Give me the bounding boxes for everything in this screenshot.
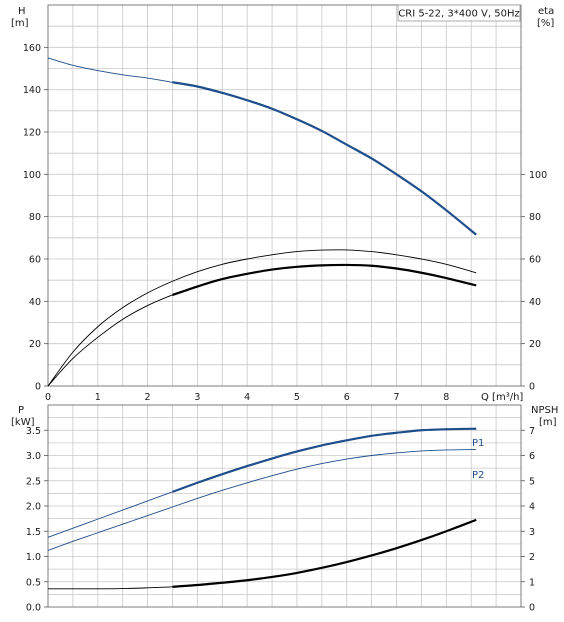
- flow-tick-label: 5: [294, 392, 300, 403]
- eta-axis-unit: [%]: [537, 18, 554, 29]
- npsh-axis-unit: [m]: [539, 417, 557, 428]
- title-box: [397, 4, 521, 22]
- flow-tick-label: 2: [145, 392, 151, 403]
- flow-axis-label: Q [m³/h]: [481, 392, 523, 403]
- power-npsh-left-tick-label: 0.5: [26, 577, 41, 588]
- head-efficiency-left-tick-label: 40: [29, 297, 41, 308]
- power-npsh-series-2-operating-range: [172, 518, 477, 588]
- npsh-axis-label: NPSH: [531, 405, 558, 416]
- head-efficiency-left-tick-label: 160: [23, 43, 41, 54]
- flow-tick-label: 4: [244, 392, 250, 403]
- power-npsh-left-tick-label: 3.5: [26, 426, 41, 437]
- power-npsh-right-tick-label: 6: [529, 451, 535, 462]
- head-efficiency-series-0-line: [47, 57, 477, 236]
- head-axis-unit: [m]: [11, 18, 29, 29]
- power-axis-unit: [kW]: [11, 417, 35, 428]
- eta-axis-label: eta: [538, 6, 554, 17]
- power-npsh-series-0-line: [47, 428, 477, 538]
- flow-tick-label: 8: [443, 392, 449, 403]
- head-efficiency-series-0-operating-range: [172, 81, 477, 236]
- head-axis-label: H: [18, 6, 26, 17]
- power-npsh-left-tick-label: 3.0: [26, 451, 41, 462]
- power-npsh-series-0-operating-range: [172, 427, 477, 493]
- head-efficiency-left-tick-label: 120: [23, 128, 41, 139]
- head-efficiency-left-tick-label: 140: [23, 85, 41, 96]
- power-npsh-series-1-line: [47, 448, 477, 551]
- power-npsh-right-tick-label: 2: [529, 552, 535, 563]
- head-efficiency-frame: [47, 4, 522, 387]
- head-efficiency-panel: 0 20 40 60 80 100 120 140 160 0 20 40 60 80 100 0 1 2 3 4 5 6…: [23, 4, 547, 403]
- power-npsh-panel: 0.0 0.5 1.0 1.5 2.0 2.5 3.0 3.5 0 1 2 3 4 5 6 7: [26, 404, 535, 614]
- flow-tick-label: 6: [344, 392, 350, 403]
- flow-tick-label: 1: [95, 392, 101, 403]
- power-axis-label: P: [18, 405, 24, 416]
- power-npsh-left-tick-label: 0.0: [26, 603, 41, 614]
- power-npsh-right-tick-label: 1: [529, 577, 535, 588]
- head-efficiency-series-2-operating-range: [172, 263, 477, 297]
- head-efficiency-left-tick-label: 80: [29, 212, 41, 223]
- p2-series-label: P2: [472, 470, 484, 481]
- power-npsh-left-tick-label: 1.5: [26, 527, 41, 538]
- head-efficiency-series-1-line: [47, 249, 477, 387]
- power-npsh-right-tick-label: 3: [529, 527, 535, 538]
- head-efficiency-right-tick-label: 100: [529, 170, 547, 181]
- head-efficiency-right-tick-label: 60: [529, 255, 541, 266]
- power-npsh-left-tick-label: 1.0: [26, 552, 41, 563]
- power-npsh-right-tick-label: 0: [529, 603, 535, 614]
- power-npsh-left-tick-label: 2.0: [26, 502, 41, 513]
- power-npsh-right-tick-label: 4: [529, 502, 535, 513]
- head-efficiency-left-tick-label: 100: [23, 170, 41, 181]
- head-efficiency-right-tick-label: 20: [529, 339, 541, 350]
- chart-title: CRI 5-22, 3*400 V, 50Hz: [398, 9, 519, 20]
- head-efficiency-right-tick-label: 0: [529, 382, 535, 393]
- flow-tick-label: 7: [394, 392, 400, 403]
- head-efficiency-left-tick-label: 0: [35, 382, 41, 393]
- head-efficiency-left-tick-label: 20: [29, 339, 41, 350]
- head-efficiency-right-tick-label: 40: [529, 297, 541, 308]
- head-efficiency-series-2-line: [47, 264, 477, 387]
- power-npsh-right-tick-label: 7: [529, 426, 535, 437]
- p1-series-label: P1: [472, 438, 484, 449]
- flow-tick-label: 3: [194, 392, 200, 403]
- head-efficiency-right-tick-label: 80: [529, 212, 541, 223]
- flow-tick-label: 0: [45, 392, 51, 403]
- head-efficiency-left-tick-label: 60: [29, 255, 41, 266]
- power-npsh-left-tick-label: 2.5: [26, 476, 41, 487]
- power-npsh-right-tick-label: 5: [529, 476, 535, 487]
